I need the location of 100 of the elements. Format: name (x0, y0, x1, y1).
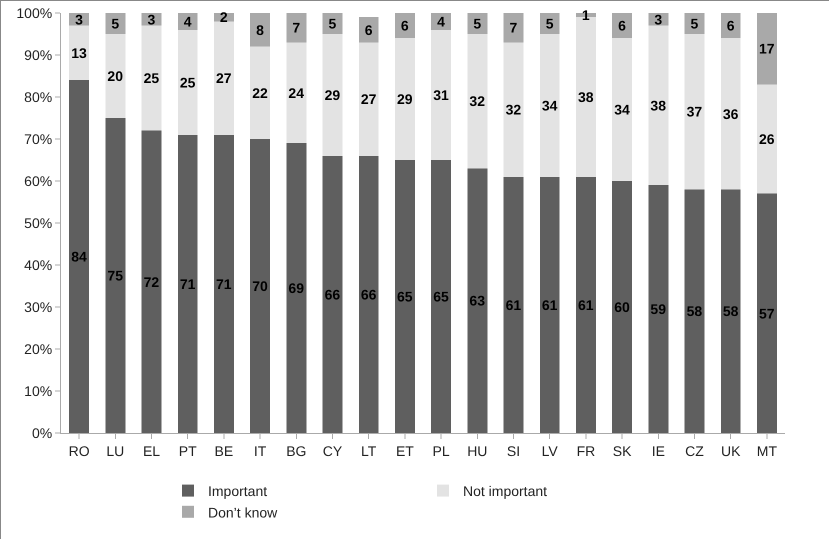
data-label: 3 (148, 11, 156, 28)
bar (394, 38, 415, 160)
bar (250, 139, 270, 433)
data-label: 32 (469, 93, 486, 110)
data-label: 60 (614, 299, 630, 315)
data-label: 70 (252, 278, 268, 294)
data-label: 4 (184, 13, 192, 30)
data-label: 58 (686, 303, 702, 320)
bar (178, 134, 198, 433)
bar (504, 42, 524, 177)
bar (612, 181, 632, 433)
bar (684, 34, 704, 190)
x-tick-label: IE (652, 442, 665, 459)
bar (467, 34, 488, 168)
bar (504, 176, 524, 433)
data-label: 6 (400, 18, 409, 34)
x-tick-label: CY (322, 442, 343, 459)
y-tick-label: 80% (24, 88, 52, 105)
data-label: 66 (360, 286, 377, 302)
bar (467, 168, 488, 433)
data-label: 29 (397, 91, 413, 108)
bar (756, 194, 777, 433)
data-label: 38 (578, 89, 594, 105)
data-label: 26 (759, 131, 775, 147)
bar (142, 130, 162, 433)
data-label: 31 (433, 86, 449, 103)
data-label: 69 (288, 280, 304, 296)
data-label: 25 (144, 70, 160, 86)
x-tick-label: SK (612, 442, 632, 459)
x-tick-label: IT (254, 442, 267, 459)
data-label: 2 (220, 9, 228, 26)
data-label: 7 (510, 20, 518, 36)
bar (540, 34, 560, 177)
y-tick-label: 0% (32, 424, 52, 441)
data-label: 59 (650, 301, 666, 318)
data-label: 29 (324, 86, 340, 103)
x-tick-label: CZ (685, 442, 704, 459)
bar (684, 189, 704, 433)
bar (648, 185, 668, 433)
bar (394, 160, 415, 433)
y-tick-label: 70% (24, 130, 52, 147)
data-label: 3 (654, 11, 662, 28)
data-label: 7 (292, 20, 300, 36)
y-tick-label: 30% (24, 298, 52, 315)
data-label: 17 (759, 40, 775, 57)
bar (720, 38, 741, 190)
bar (322, 34, 342, 156)
bar (431, 30, 452, 160)
legend-label: Don’t know (208, 504, 278, 520)
x-tick-label: UK (720, 442, 742, 459)
y-tick-label: 60% (24, 172, 52, 189)
data-label: 71 (216, 276, 232, 292)
x-tick-label: LU (106, 442, 124, 459)
y-tick-label: 50% (24, 214, 52, 231)
y-tick-label: 100% (16, 4, 52, 21)
data-label: 6 (364, 22, 373, 38)
bar (69, 80, 90, 433)
x-tick-label: PL (432, 442, 450, 459)
data-label: 65 (397, 288, 413, 304)
bar (250, 46, 270, 139)
data-label: 32 (506, 102, 522, 118)
x-tick-label: MT (756, 442, 778, 459)
bar (69, 26, 90, 80)
x-tick-label: BE (214, 442, 234, 459)
data-label: 38 (650, 97, 666, 114)
data-label: 3 (75, 11, 84, 28)
bar (720, 189, 741, 433)
bar (431, 160, 452, 433)
data-label: 24 (288, 84, 304, 101)
legend-label: Important (208, 483, 268, 500)
data-label: 37 (686, 104, 702, 120)
data-label: 57 (759, 305, 775, 322)
data-label: 61 (578, 296, 594, 313)
x-tick-label: RO (68, 442, 90, 459)
data-label: 20 (107, 68, 124, 84)
data-label: 5 (328, 16, 337, 32)
bar (648, 26, 668, 186)
data-label: 34 (614, 102, 630, 118)
data-label: 61 (542, 296, 558, 313)
data-label: 8 (256, 22, 264, 38)
bar (178, 30, 198, 135)
data-label: 6 (618, 18, 626, 34)
bar (286, 143, 306, 433)
data-label: 72 (144, 274, 160, 290)
x-tick-label: SI (506, 442, 520, 459)
data-label: 13 (71, 44, 87, 61)
bar (105, 118, 126, 433)
bar (504, 13, 524, 42)
data-label: 27 (216, 70, 232, 86)
data-label: 66 (324, 286, 340, 302)
x-tick-label: EL (142, 442, 160, 459)
bar (576, 176, 596, 433)
data-label: 34 (542, 97, 558, 114)
data-label: 65 (433, 288, 449, 304)
data-label: 36 (722, 106, 739, 122)
bar (142, 26, 162, 131)
data-label: 84 (71, 248, 87, 265)
bar (358, 42, 379, 156)
bar (756, 84, 777, 194)
data-label: 22 (252, 84, 268, 101)
